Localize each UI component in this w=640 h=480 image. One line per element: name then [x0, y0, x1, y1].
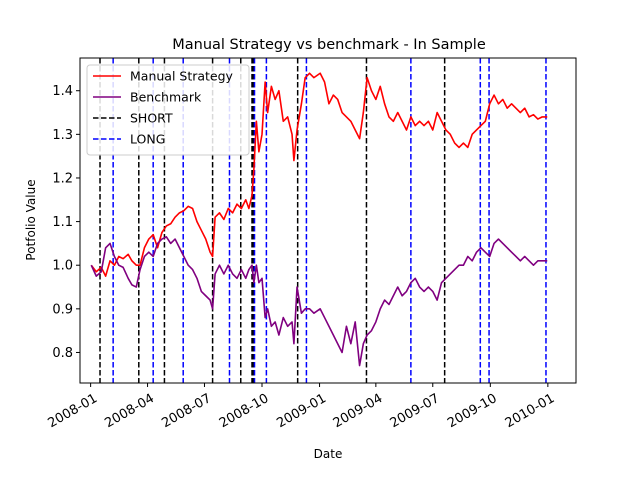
- chart-title: Manual Strategy vs benchmark - In Sample: [172, 37, 486, 53]
- signal-lines: [99, 58, 547, 383]
- legend-box: [86, 64, 250, 156]
- series-line-1: [90, 236, 548, 367]
- legend-label: LONG: [130, 132, 165, 147]
- legend: Manual Strategy Benchmark SHORT LONG: [86, 64, 250, 156]
- y-axis: 0.8 0.9 1.0 1.1 1.2 1.3 1.4: [52, 84, 80, 361]
- legend-label: Manual Strategy: [130, 69, 234, 84]
- series-lines: [90, 72, 548, 367]
- y-tick-label: 0.9: [52, 302, 73, 317]
- series-line-0: [90, 72, 548, 277]
- y-tick-label: 1.0: [52, 259, 73, 274]
- y-axis-label: Potfolio Value: [24, 179, 38, 260]
- y-tick-label: 0.8: [52, 346, 73, 361]
- plot-frame: [79, 57, 577, 384]
- y-tick-label: 1.1: [52, 215, 73, 230]
- x-axis-label: Date: [314, 447, 343, 461]
- y-tick-label: 1.4: [52, 84, 73, 99]
- legend-label: Benchmark: [130, 90, 202, 105]
- y-tick-label: 1.2: [52, 171, 73, 186]
- legend-label: SHORT: [130, 111, 173, 126]
- y-tick-label: 1.3: [52, 128, 73, 143]
